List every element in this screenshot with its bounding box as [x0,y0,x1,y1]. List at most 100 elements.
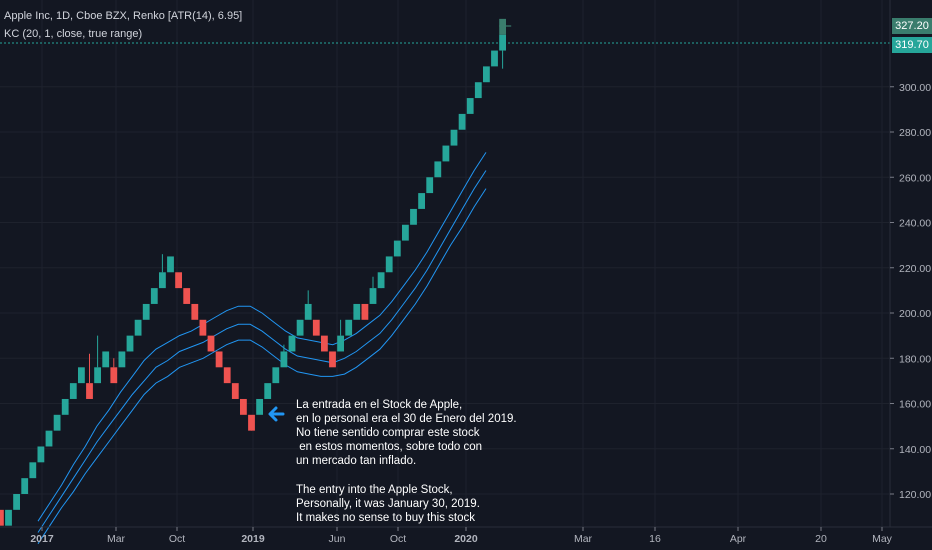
renko-brick-down [321,335,328,352]
renko-brick-up [134,319,142,336]
renko-brick-up [410,208,417,225]
renko-brick-up [5,509,12,526]
chart-title: Apple Inc, 1D, Cboe BZX, Renko [ATR(14),… [4,10,243,22]
renko-wicks [89,50,504,431]
renko-brick-up [264,383,272,399]
x-tick-label: 2019 [241,533,265,545]
renko-brick-up [21,478,29,494]
renko-brick-up [142,303,150,320]
renko-brick-up [402,224,409,241]
renko-bricks [0,18,512,526]
renko-brick-up [418,193,425,209]
renko-brick-up [150,288,158,304]
renko-brick-up [45,430,53,447]
renko-brick-up [167,256,174,273]
last-price-tag: 327.20 [892,18,932,34]
renko-brick-down [86,383,93,399]
renko-brick-down [199,319,207,336]
price-axis[interactable]: 120.00 140.00 160.00 180.00 200.00 220.00 240.… [890,82,931,501]
keltner-channel [37,152,487,545]
y-tick-label: 160.00 [899,399,931,411]
renko-brick-up [450,129,458,146]
renko-brick-up [118,351,126,368]
y-tick-label: 220.00 [899,263,931,275]
renko-brick-up [29,462,37,479]
renko-brick-down [215,351,223,368]
renko-brick-up [159,272,166,289]
y-tick-label: 280.00 [899,127,931,139]
renko-brick-up [304,303,312,320]
renko-brick-down [191,303,199,320]
renko-brick-up [94,367,101,384]
x-tick-label: May [872,533,893,545]
renko-brick-down [0,509,4,526]
renko-brick-up [434,161,442,178]
x-tick-label: Mar [574,533,593,545]
renko-brick-up [37,446,45,463]
renko-brick-up [256,398,263,415]
renko-brick-up [296,319,304,336]
x-tick-label: 16 [649,533,661,545]
renko-brick-up [13,494,20,510]
close-price-tag: 319.70 [892,37,932,53]
renko-brick-down [223,367,231,384]
renko-brick-up [61,398,69,415]
time-axis[interactable]: 2017 Mar Oct 2019 Jun Oct 2020 Mar 16 Apr 20 May [30,527,893,545]
renko-brick-pending [499,18,506,35]
x-tick-label: Mar [107,533,126,545]
renko-brick-up [458,113,466,130]
x-tick-label: Jun [329,533,346,545]
renko-brick-down [231,383,239,399]
y-tick-label: 180.00 [899,353,931,365]
y-tick-label: 200.00 [899,308,931,320]
renko-brick-down [207,335,215,352]
renko-brick-up [69,383,77,399]
renko-brick-up [426,177,434,194]
renko-brick-up [393,240,401,257]
renko-brick-down [110,367,118,384]
renko-brick-down [329,351,336,368]
renko-brick-down [175,272,182,289]
renko-brick-up [491,50,498,67]
indicator-label[interactable]: KC (20, 1, close, true range) [4,28,143,40]
renko-brick-up [442,145,450,162]
renko-brick-up [353,303,361,320]
renko-brick-up [78,367,85,384]
renko-brick-up [53,414,61,431]
renko-brick-down [183,288,191,304]
entry-arrow-icon [268,406,285,422]
grid [0,0,890,527]
y-tick-label: 300.00 [899,82,931,94]
renko-brick-up [337,335,344,352]
renko-brick-up [499,34,506,51]
keltner-upper-band [37,152,487,522]
renko-brick-up [272,367,280,384]
renko-brick-down [312,319,320,336]
renko-brick-up [466,98,474,114]
x-tick-label: Oct [169,533,185,545]
x-tick-label: 2020 [454,533,478,545]
keltner-middle-band [37,170,487,533]
renko-brick-up [377,272,385,289]
x-tick-label: 2017 [30,533,54,545]
x-tick-label: Oct [390,533,406,545]
renko-brick-down [361,303,369,320]
renko-brick-up [385,256,393,273]
y-tick-label: 120.00 [899,489,931,501]
renko-brick-up [483,66,490,83]
renko-brick-up [474,82,482,99]
keltner-lower-band [37,188,487,545]
renko-brick-up [345,319,353,336]
renko-brick-up [102,351,110,368]
y-tick-label: 260.00 [899,172,931,184]
renko-brick-up [369,288,377,304]
x-tick-label: 20 [815,533,827,545]
annotation-spanish[interactable]: La entrada en el Stock de Apple, en lo p… [296,399,517,467]
annotation-english[interactable]: The entry into the Apple Stock, Personal… [296,484,480,524]
renko-brick-up [126,335,134,352]
y-tick-label: 140.00 [899,444,931,456]
x-tick-label: Apr [730,533,747,545]
y-tick-label: 240.00 [899,218,931,230]
renko-brick-down [240,398,247,415]
